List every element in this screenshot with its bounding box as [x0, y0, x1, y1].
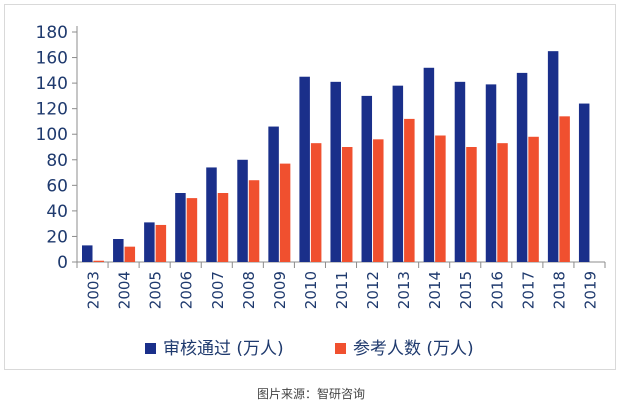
- legend-label-series2: 参考人数 (万人): [353, 339, 474, 359]
- bar-series1-2019: [578, 103, 590, 262]
- bar-series1-2014: [423, 67, 435, 263]
- bar-series2-2007: [217, 193, 229, 262]
- x-tick-label: 2003: [85, 271, 103, 309]
- legend-swatch-series2: [335, 343, 346, 354]
- y-tick-label: 80: [46, 151, 68, 171]
- bar-series1-2018: [547, 51, 559, 262]
- y-tick-label: 160: [36, 49, 68, 69]
- bar-series1-2009: [268, 126, 279, 262]
- bar-series1-2012: [361, 95, 373, 262]
- x-tick-label: 2019: [581, 271, 599, 309]
- bar-series2-2011: [341, 147, 353, 262]
- x-tick-label: 2006: [178, 271, 196, 309]
- x-tick-label: 2014: [426, 271, 444, 309]
- x-tick-label: 2016: [488, 271, 506, 309]
- bar-series2-2005: [155, 224, 167, 262]
- bar-chart: 0 20 40 60 80 100 120 140 160 180 2003 2004 2005 2006…: [36, 23, 606, 359]
- x-tick-label: 2004: [116, 271, 134, 309]
- y-tick-label: 60: [46, 176, 68, 196]
- bar-series1-2015: [454, 81, 466, 262]
- x-tick-label: 2005: [147, 271, 165, 309]
- x-tick-label: 2017: [519, 271, 537, 309]
- bar-series1-2003: [82, 245, 93, 262]
- y-tick-label: 0: [57, 253, 68, 273]
- bar-series2-2018: [559, 116, 570, 262]
- chart-frame: 0 20 40 60 80 100 120 140 160 180 2003 2004 2005 2006…: [4, 4, 616, 370]
- x-tick-label: 2015: [457, 271, 475, 309]
- bar-series2-2017: [528, 136, 539, 262]
- bar-series1-2011: [330, 81, 341, 262]
- bar-series1-2010: [299, 76, 310, 262]
- bar-series1-2016: [485, 84, 497, 262]
- bar-series2-2015: [466, 147, 477, 262]
- y-tick-label: 120: [36, 100, 68, 120]
- x-tick-label: 2009: [271, 271, 289, 309]
- x-tick-label: 2010: [302, 271, 320, 309]
- image-source-caption: 图片来源：智研咨询: [256, 387, 365, 401]
- legend-swatch-series1: [145, 343, 156, 354]
- y-tick-label: 20: [46, 227, 68, 247]
- bar-series1-2005: [144, 222, 155, 262]
- x-tick-label: 2007: [209, 271, 227, 309]
- y-tick-label: 100: [36, 125, 68, 145]
- bar-series2-2004: [124, 246, 136, 262]
- bar-series2-2010: [310, 143, 322, 262]
- bar-series2-2009: [279, 163, 291, 262]
- bar-series2-2013: [404, 118, 415, 262]
- bar-series2-2008: [248, 180, 260, 262]
- y-tick-label: 180: [36, 23, 68, 43]
- bar-series1-2004: [113, 239, 124, 262]
- bar-series1-2013: [392, 85, 404, 263]
- y-tick-label: 40: [46, 202, 68, 222]
- bar-series1-2008: [237, 159, 248, 262]
- x-tick-label: 2011: [333, 271, 351, 309]
- bar-series1-2007: [206, 167, 217, 262]
- x-tick-label: 2008: [240, 271, 258, 309]
- x-tick-label: 2013: [395, 271, 413, 309]
- bar-series2-2006: [186, 198, 198, 262]
- bar-series2-2012: [373, 139, 384, 262]
- y-tick-label: 140: [36, 74, 68, 94]
- bar-series2-2003: [93, 260, 104, 262]
- bar-series2-2014: [435, 135, 446, 262]
- bar-series2-2016: [497, 143, 508, 262]
- bar-series1-2017: [516, 72, 528, 262]
- x-tick-label: 2018: [550, 271, 568, 309]
- x-tick-label: 2012: [364, 271, 382, 309]
- bar-series1-2006: [175, 193, 186, 262]
- legend-label-series1: 审核通过 (万人): [163, 339, 284, 359]
